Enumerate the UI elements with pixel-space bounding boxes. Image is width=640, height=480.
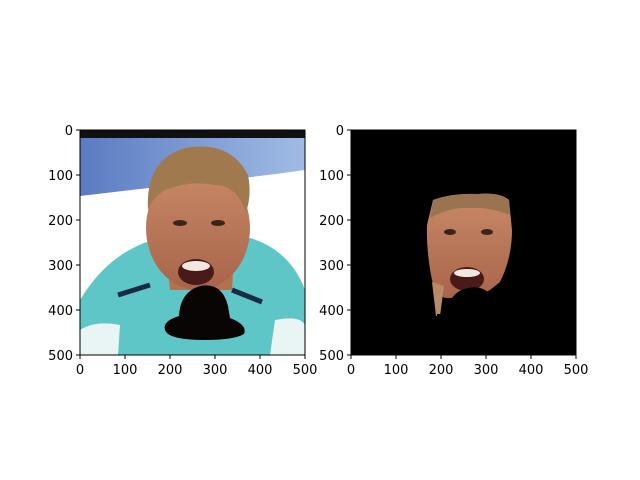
- left-x-tick-label: 300: [203, 363, 228, 378]
- left-y-tick-label: 500: [48, 349, 73, 364]
- right-y-tick-label: 400: [319, 304, 344, 319]
- left-y-tick-label: 400: [48, 304, 73, 319]
- left-y-tick-label: 300: [48, 259, 73, 274]
- right-x-tick-label: 500: [564, 363, 589, 378]
- right-x-tick-label: 200: [429, 363, 454, 378]
- left-y-tick-label: 100: [48, 169, 73, 184]
- right-x-tick-label: 100: [384, 363, 409, 378]
- left-x-tick-label: 500: [293, 363, 318, 378]
- image-right: [351, 130, 576, 355]
- right-x-tick-label: 0: [347, 363, 355, 378]
- left-y-tick-label: 200: [48, 214, 73, 229]
- left-x-tick-label: 400: [248, 363, 273, 378]
- right-y-tick-label: 300: [319, 259, 344, 274]
- right-x-tick-label: 400: [519, 363, 544, 378]
- image-left: [80, 130, 305, 355]
- left-x-tick-label: 100: [113, 363, 138, 378]
- axes-frame-right: [350, 129, 577, 356]
- right-y-tick-label: 200: [319, 214, 344, 229]
- left-x-tick-label: 200: [158, 363, 183, 378]
- right-y-tick-label: 100: [319, 169, 344, 184]
- right-x-tick-label: 300: [474, 363, 499, 378]
- right-y-tick-label: 0: [336, 124, 344, 139]
- right-y-tick-label: 500: [319, 349, 344, 364]
- left-x-tick-label: 0: [76, 363, 84, 378]
- axes-frame-left: [79, 129, 306, 356]
- left-y-tick-label: 0: [65, 124, 73, 139]
